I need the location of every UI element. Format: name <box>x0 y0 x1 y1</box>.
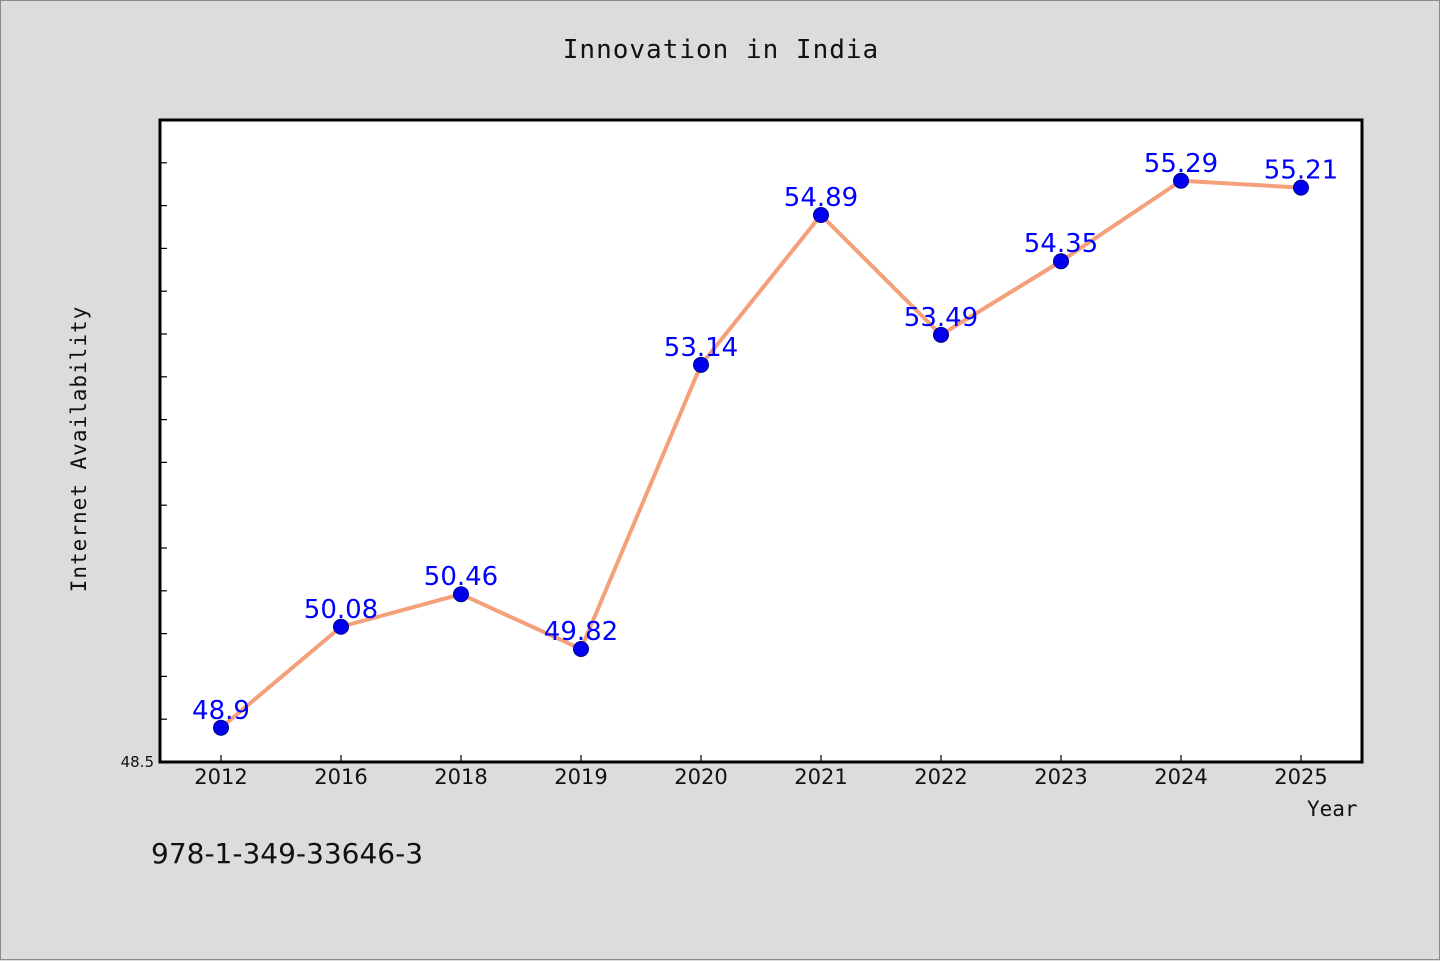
y-tick-label: 48.5 <box>121 753 154 771</box>
data-point <box>573 641 589 658</box>
chart-title: Innovation in India <box>562 35 880 65</box>
data-point <box>1173 172 1189 189</box>
data-point <box>933 326 949 343</box>
x-tick-label: 2018 <box>434 765 487 789</box>
data-point <box>693 356 709 373</box>
data-label: 55.21 <box>1264 156 1338 186</box>
x-tick-label: 2012 <box>194 765 247 789</box>
data-label: 55.29 <box>1144 149 1218 179</box>
data-label: 53.49 <box>904 303 978 333</box>
data-label: 53.14 <box>664 333 738 363</box>
x-tick-label: 2022 <box>914 765 967 789</box>
data-label: 50.46 <box>424 562 498 592</box>
data-label: 54.35 <box>1024 229 1098 259</box>
data-point <box>333 618 349 635</box>
series-line <box>219 178 1303 730</box>
data-point <box>213 719 229 736</box>
data-point <box>1053 253 1069 270</box>
data-label: 50.08 <box>304 595 378 625</box>
data-point <box>453 586 469 603</box>
x-tick-label: 2020 <box>674 765 727 789</box>
isbn-text: 978-1-349-33646-3 <box>151 837 424 870</box>
x-tick-label: 2021 <box>794 765 847 789</box>
plot-area <box>158 118 1364 764</box>
x-ticks: 2012 2016 2018 2019 2020 2021 2022 2023 2024 2025 <box>194 755 1328 789</box>
series-group: 48.9 50.08 50.46 49.82 53.14 54.89 53.49 54.35 5… <box>192 149 1338 736</box>
x-tick-label: 2024 <box>1154 765 1207 789</box>
x-tick-label: 2023 <box>1034 765 1087 789</box>
data-point <box>813 207 829 224</box>
data-label: 49.82 <box>544 617 618 647</box>
data-label: 48.9 <box>192 696 250 726</box>
x-tick-label: 2019 <box>554 765 607 789</box>
data-label: 54.89 <box>784 183 858 213</box>
x-tick-label: 2016 <box>314 765 367 789</box>
data-point <box>1293 179 1309 196</box>
x-tick-label: 2025 <box>1274 765 1327 789</box>
x-axis-label: Year <box>1307 797 1358 821</box>
y-ticks: 48.5 <box>121 119 167 771</box>
